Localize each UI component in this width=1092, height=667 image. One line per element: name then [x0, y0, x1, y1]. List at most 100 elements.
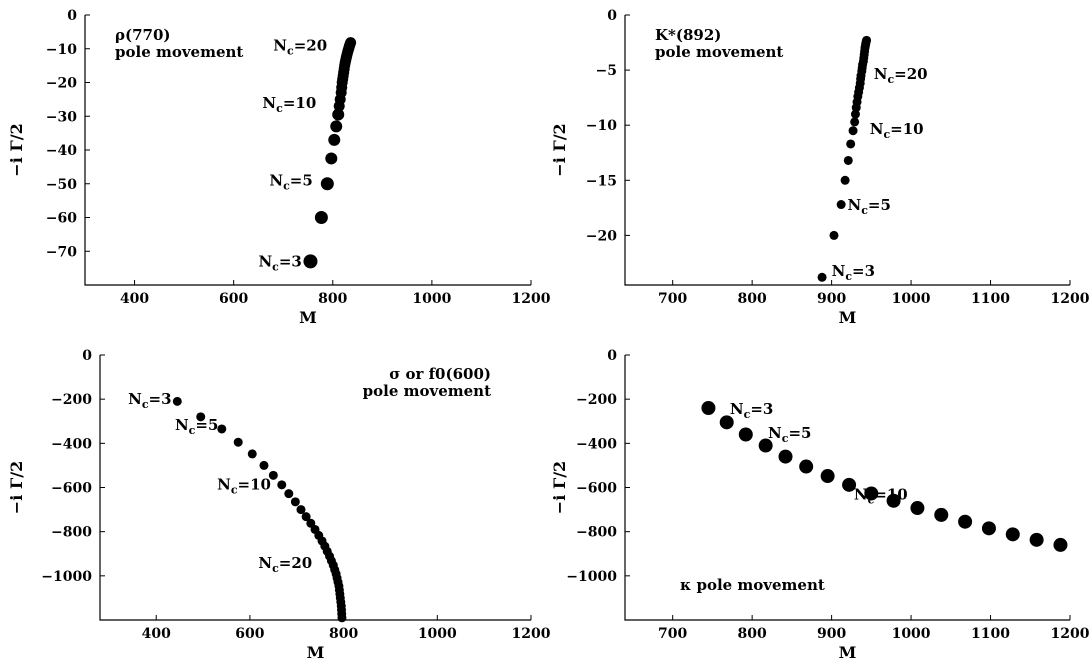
- nc-annotation: Nc=3: [730, 400, 773, 421]
- data-point: [320, 177, 334, 191]
- y-tick-label: −60: [46, 211, 77, 227]
- axis-frame: [624, 15, 1070, 286]
- data-point: [958, 514, 973, 529]
- data-point: [296, 505, 306, 515]
- x-tick-label: 1000: [412, 291, 451, 307]
- data-point: [850, 117, 860, 127]
- nc-symbol: N: [258, 252, 272, 270]
- x-tick-label: 1000: [418, 626, 457, 642]
- x-axis-title: M: [839, 643, 857, 662]
- nc-symbol: N: [848, 196, 862, 214]
- x-tick-label: 800: [318, 291, 347, 307]
- data-point: [843, 155, 853, 165]
- data-point: [337, 613, 347, 623]
- data-point: [848, 126, 858, 136]
- nc-symbol: N: [730, 400, 744, 418]
- nc-symbol: N: [832, 262, 846, 280]
- nc-annotation: Nc=10: [854, 486, 908, 507]
- data-point: [325, 152, 338, 165]
- nc-annotation: Nc=5: [175, 416, 218, 437]
- y-axis-title: −i Γ/2: [7, 461, 26, 514]
- data-point: [799, 459, 814, 474]
- y-tick-label: −1000: [566, 569, 617, 585]
- nc-value: =3: [852, 262, 875, 280]
- data-point: [862, 35, 872, 45]
- y-tick-label: −200: [576, 392, 617, 408]
- y-tick-label: 0: [67, 8, 77, 24]
- data-point: [820, 469, 835, 484]
- nc-subscript: c: [231, 484, 238, 497]
- data-point: [1029, 532, 1044, 547]
- nc-value: =20: [894, 65, 927, 83]
- x-tick-label: 600: [235, 626, 264, 642]
- nc-value: =10: [283, 94, 316, 112]
- nc-symbol: N: [128, 390, 142, 408]
- data-point: [196, 412, 206, 422]
- y-tick-label: 0: [607, 8, 617, 24]
- y-axis-title: −i Γ/2: [7, 123, 26, 176]
- data-point: [738, 427, 753, 442]
- data-point: [284, 489, 294, 499]
- y-tick-label: −20: [586, 228, 617, 244]
- y-tick-label: −50: [46, 177, 77, 193]
- nc-annotation: Nc=10: [870, 120, 924, 141]
- nc-value: =10: [874, 486, 907, 504]
- panel-title-line: κ pole movement: [680, 576, 825, 594]
- nc-annotation: Nc=20: [874, 65, 928, 86]
- nc-annotation: Nc=10: [217, 476, 271, 497]
- x-tick-label: 600: [219, 291, 248, 307]
- panel-title-line: σ or f0(600): [389, 365, 491, 383]
- data-point: [934, 507, 949, 522]
- nc-subscript: c: [861, 204, 868, 217]
- nc-subscript: c: [142, 398, 149, 411]
- nc-symbol: N: [768, 424, 782, 442]
- chart-panel-2: 700 800 900 1000 1100 1200 0 −5 −10 −15 −20 M −i Γ/2…: [550, 8, 1090, 327]
- nc-annotation: Nc=5: [269, 171, 312, 192]
- nc-subscript: c: [189, 424, 196, 437]
- x-tick-label: 400: [142, 626, 171, 642]
- nc-annotation: Nc=3: [128, 390, 171, 411]
- data-point: [172, 396, 182, 406]
- nc-subscript: c: [272, 562, 279, 575]
- x-axis-title: M: [839, 308, 857, 327]
- y-tick-label: 0: [607, 348, 617, 364]
- y-axis-title: −i Γ/2: [550, 461, 569, 514]
- nc-annotation: Nc=20: [273, 36, 327, 57]
- data-point: [886, 493, 901, 508]
- data-point: [328, 133, 341, 146]
- nc-subscript: c: [283, 179, 290, 192]
- data-point: [1005, 527, 1020, 542]
- data-point: [846, 139, 856, 149]
- nc-symbol: N: [269, 171, 283, 189]
- nc-value: =3: [750, 400, 773, 418]
- nc-value: =3: [279, 252, 302, 270]
- data-point: [1053, 537, 1068, 552]
- y-tick-label: −10: [586, 118, 617, 134]
- y-tick-label: −40: [46, 143, 77, 159]
- nc-symbol: N: [175, 416, 189, 434]
- y-tick-label: −15: [586, 173, 617, 189]
- y-tick-label: −20: [46, 76, 77, 92]
- nc-value: =5: [788, 424, 811, 442]
- y-tick-label: −70: [46, 244, 77, 260]
- nc-subscript: c: [782, 432, 789, 445]
- x-tick-label: 1200: [1051, 626, 1090, 642]
- x-tick-label: 1200: [512, 291, 551, 307]
- panel-title-line: ρ(770): [115, 26, 170, 44]
- nc-annotation: Nc=20: [258, 554, 312, 575]
- x-tick-label: 800: [738, 291, 767, 307]
- chart-panel-1: 400 600 800 1000 1200 0 −10 −20 −30 −40 −50 −60 −70 M…: [7, 8, 551, 327]
- nc-value: =5: [868, 196, 891, 214]
- x-tick-label: 800: [329, 626, 358, 642]
- x-tick-label: 1200: [1051, 291, 1090, 307]
- x-axis-title: M: [299, 308, 317, 327]
- nc-annotation: Nc=5: [848, 196, 891, 217]
- nc-annotation: Nc=5: [768, 424, 811, 445]
- nc-value: =20: [294, 36, 327, 54]
- nc-subscript: c: [272, 260, 279, 273]
- nc-value: =10: [890, 120, 923, 138]
- data-point: [817, 272, 827, 282]
- x-tick-label: 1200: [512, 626, 551, 642]
- panel-title-line: K*(892): [655, 26, 721, 44]
- y-tick-label: −600: [51, 481, 92, 497]
